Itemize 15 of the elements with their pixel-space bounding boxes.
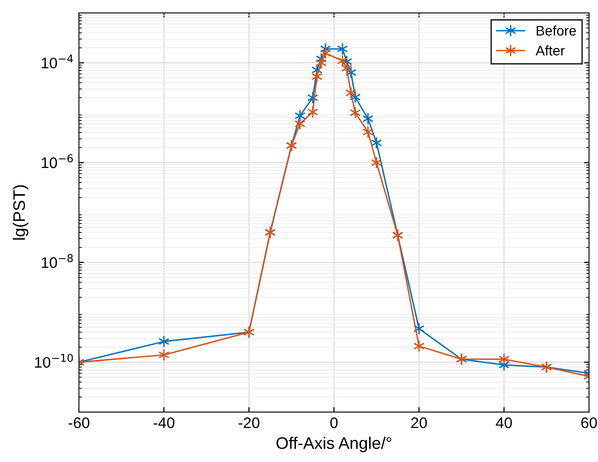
legend-label: Before [536,25,576,36]
legend-label: After [536,45,565,56]
x-tick-label: 60 [581,417,597,428]
x-tick-label: 40 [496,417,512,428]
x-axis-title: Off-Axis Angle/° [276,436,392,452]
y-tick-label: 10$^{−6}$ [42,154,73,168]
x-tick-label: 20 [411,417,427,428]
x-tick-label: 0 [330,417,338,428]
y-axis-title: lg(PST) [12,185,28,240]
x-tick-label: -40 [154,417,174,428]
x-tick-label: -60 [68,417,90,428]
x-tick-label: -20 [238,417,260,428]
y-tick-label: 10$^{−10}$ [35,354,73,368]
y-tick-label: 10$^{−8}$ [42,254,73,268]
y-tick-label: 10$^{−4}$ [42,54,73,68]
